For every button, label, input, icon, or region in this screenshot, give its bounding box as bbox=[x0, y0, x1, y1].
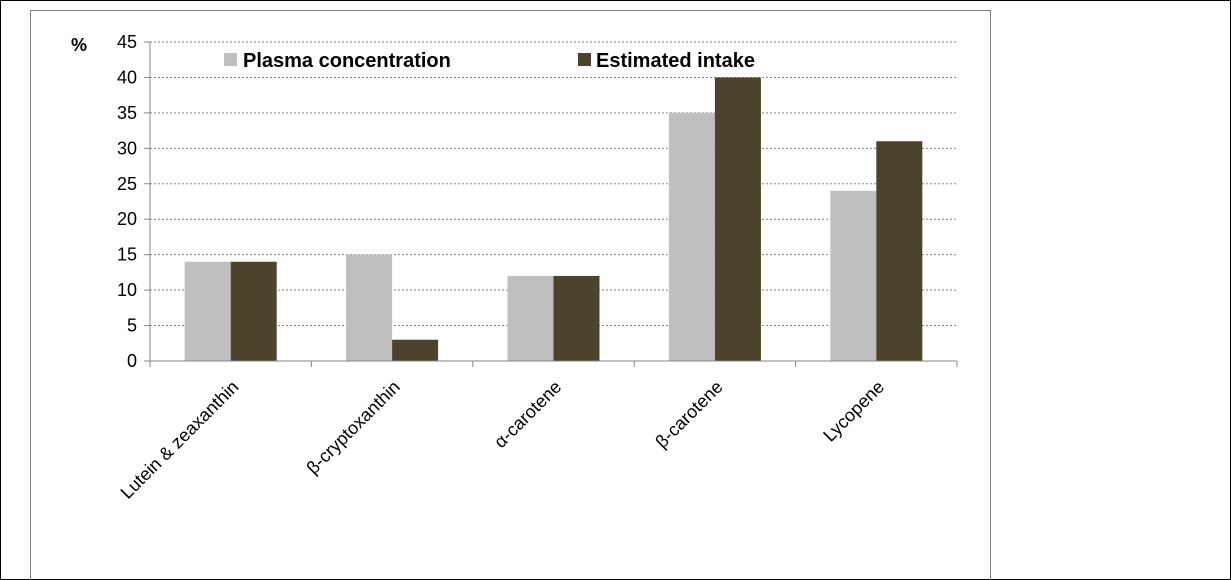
bar-intake-4 bbox=[876, 141, 923, 361]
y-tick-label: 35 bbox=[117, 103, 137, 123]
y-tick-label: 45 bbox=[117, 32, 137, 52]
bar-plasma-3 bbox=[668, 112, 715, 361]
axes bbox=[144, 41, 958, 367]
legend-label: Plasma concentration bbox=[243, 50, 451, 72]
y-tick-label: 40 bbox=[117, 67, 137, 87]
x-tick-label: Lutein & zeaxanthin bbox=[117, 377, 243, 503]
bar-intake-0 bbox=[230, 261, 277, 361]
bar-intake-3 bbox=[714, 77, 761, 361]
y-tick-label: 20 bbox=[117, 209, 137, 229]
bar-plasma-0 bbox=[184, 261, 231, 361]
gridlines bbox=[150, 41, 957, 327]
x-tick-label: β-cryptoxanthin bbox=[303, 377, 404, 478]
legend-swatch bbox=[578, 53, 591, 66]
y-unit-label: % bbox=[71, 35, 87, 55]
x-tick-label: β-carotene bbox=[651, 377, 726, 452]
y-tick-label: 30 bbox=[117, 138, 137, 158]
bar-plasma-4 bbox=[830, 190, 877, 361]
bar-plasma-1 bbox=[346, 254, 393, 361]
x-tick-label: α-carotene bbox=[490, 377, 565, 452]
y-tick-label: 10 bbox=[117, 280, 137, 300]
x-tick-labels: Lutein & zeaxanthin β-cryptoxanthin α-caro… bbox=[117, 377, 889, 503]
bar-intake-2 bbox=[553, 275, 600, 361]
x-tick-label: Lycopene bbox=[819, 377, 888, 446]
bar-intake-1 bbox=[392, 339, 439, 361]
legend-swatch bbox=[224, 53, 237, 66]
y-tick-label: 0 bbox=[127, 351, 137, 371]
chart-area bbox=[30, 10, 991, 580]
legend-label: Estimated intake bbox=[596, 50, 755, 72]
bar-plasma-2 bbox=[507, 275, 554, 361]
y-tick-label: 15 bbox=[117, 245, 137, 265]
legend: Plasma concentration Estimated intake bbox=[224, 50, 755, 72]
y-tick-labels: 0 5 10 15 20 25 30 35 40 45 bbox=[117, 32, 137, 371]
y-tick-label: 5 bbox=[127, 316, 137, 336]
bars bbox=[184, 77, 923, 361]
y-tick-label: 25 bbox=[117, 174, 137, 194]
